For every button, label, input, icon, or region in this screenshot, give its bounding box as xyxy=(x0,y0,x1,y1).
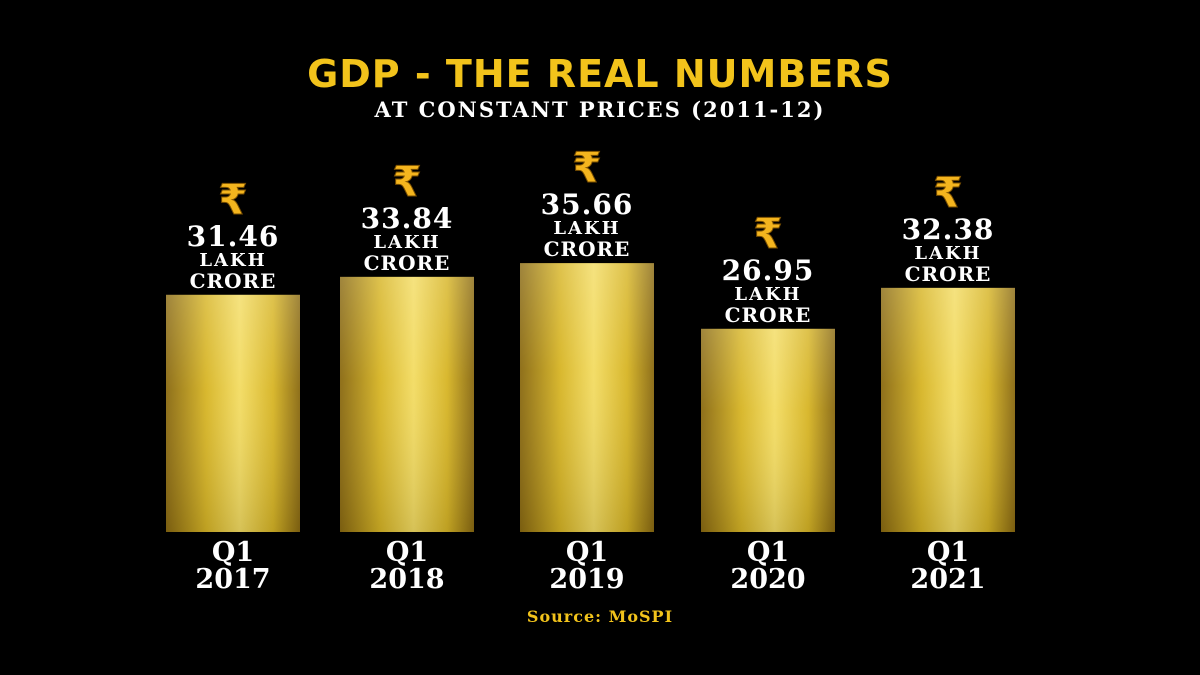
category-label-year: 2019 xyxy=(549,564,624,595)
rupee-icon: ₹ xyxy=(753,209,782,258)
unit-label-lakh: LAKH xyxy=(553,218,620,239)
bars-layer xyxy=(166,263,1015,532)
unit-label-lakh: LAKH xyxy=(373,232,440,253)
unit-label-crore: CRORE xyxy=(190,269,277,293)
category-label-quarter: Q1 xyxy=(212,537,254,568)
category-label-quarter: Q1 xyxy=(747,537,789,568)
unit-label-lakh: LAKH xyxy=(734,284,801,305)
data-label-5: 32.38 xyxy=(902,213,995,246)
rupee-icon: ₹ xyxy=(392,157,421,206)
bar-shine-3 xyxy=(520,263,654,532)
chart-title: GDP - THE REAL NUMBERS xyxy=(307,52,893,96)
labels-layer: CRORELAKH31.46₹Q12017CRORELAKH33.84₹Q120… xyxy=(187,143,995,595)
category-label-quarter: Q1 xyxy=(927,537,969,568)
unit-label-lakh: LAKH xyxy=(914,243,981,264)
category-label-quarter: Q1 xyxy=(566,537,608,568)
data-label-2: 33.84 xyxy=(361,202,454,235)
data-label-4: 26.95 xyxy=(722,254,815,287)
category-label-year: 2018 xyxy=(369,564,444,595)
category-label-quarter: Q1 xyxy=(386,537,428,568)
unit-label-crore: CRORE xyxy=(905,262,992,286)
unit-label-crore: CRORE xyxy=(544,237,631,261)
data-label-1: 31.46 xyxy=(187,220,280,253)
unit-label-lakh: LAKH xyxy=(199,250,266,271)
chart-subtitle: AT CONSTANT PRICES (2011-12) xyxy=(374,97,826,122)
rupee-icon: ₹ xyxy=(572,143,601,192)
bar-shine-5 xyxy=(881,287,1015,532)
source-note: Source: MoSPI xyxy=(526,607,674,626)
data-label-3: 35.66 xyxy=(541,188,634,221)
bar-shine-2 xyxy=(340,276,474,532)
rupee-icon: ₹ xyxy=(933,168,962,217)
unit-label-crore: CRORE xyxy=(364,251,451,275)
rupee-icon: ₹ xyxy=(218,175,247,224)
unit-label-crore: CRORE xyxy=(725,303,812,327)
category-label-year: 2017 xyxy=(195,564,270,595)
bar-shine-1 xyxy=(166,294,300,532)
category-label-year: 2021 xyxy=(910,564,985,595)
category-label-year: 2020 xyxy=(730,564,805,595)
bar-shine-4 xyxy=(701,328,835,532)
